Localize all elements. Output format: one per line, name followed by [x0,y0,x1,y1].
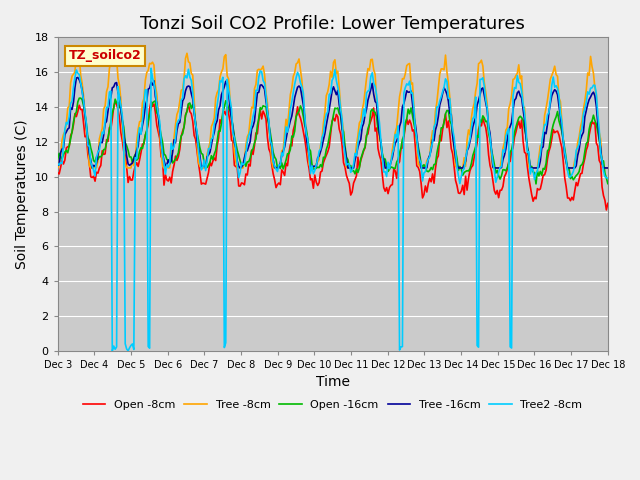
Y-axis label: Soil Temperatures (C): Soil Temperatures (C) [15,119,29,269]
Tree2 -8cm [124,348,132,354]
Tree -16cm [74,74,82,80]
Open -8cm [529,198,537,204]
Open -8cm [604,201,612,206]
Text: TZ_soilco2: TZ_soilco2 [68,49,141,62]
Line: Open -16cm: Open -16cm [58,98,608,184]
Bar [58,107,608,142]
Legend: Open -8cm, Tree -8cm, Open -16cm, Tree -16cm, Tree2 -8cm: Open -8cm, Tree -8cm, Open -16cm, Tree -… [79,396,587,414]
Open -16cm [532,181,540,187]
Open -8cm [90,173,97,179]
Line: Tree2 -8cm: Tree2 -8cm [58,68,608,351]
Open -8cm [111,99,119,105]
Tree2 -8cm [602,175,610,180]
Open -16cm [54,156,61,162]
Line: Tree -16cm: Tree -16cm [58,77,608,168]
Tree -16cm [604,165,612,171]
Bar [58,142,608,177]
Bar [58,246,608,281]
Open -8cm [602,207,610,213]
Open -8cm [72,114,80,120]
Open -16cm [604,181,612,187]
Tree -8cm [529,165,537,171]
Open -8cm [447,145,455,151]
Open -16cm [77,95,84,101]
Tree -16cm [93,160,100,166]
Open -16cm [447,121,455,127]
Open -8cm [54,170,61,176]
Bar [58,316,608,351]
Tree -8cm [72,51,80,57]
Line: Open -8cm: Open -8cm [58,102,608,210]
Bar [58,37,608,72]
Tree2 -8cm [449,127,456,132]
Open -16cm [92,159,99,165]
Open -16cm [602,175,610,181]
Tree2 -8cm [90,168,97,173]
Tree2 -8cm [531,177,538,182]
Line: Tree -8cm: Tree -8cm [58,53,608,168]
X-axis label: Time: Time [316,375,350,389]
Tree -8cm [604,165,612,171]
Bar [58,177,608,212]
Tree2 -8cm [147,65,155,71]
Open -8cm [339,143,346,149]
Tree -16cm [602,165,610,171]
Tree -16cm [72,75,80,81]
Tree -16cm [340,140,348,146]
Tree -16cm [449,133,456,139]
Open -16cm [72,109,80,115]
Tree -8cm [601,165,609,171]
Bar [58,72,608,107]
Tree -8cm [339,118,346,123]
Tree2 -8cm [340,141,348,147]
Tree2 -8cm [604,176,612,181]
Tree2 -8cm [72,67,80,73]
Tree -16cm [54,163,61,168]
Tree -8cm [183,50,191,56]
Open -16cm [339,126,346,132]
Tree -8cm [447,111,455,117]
Title: Tonzi Soil CO2 Profile: Lower Temperatures: Tonzi Soil CO2 Profile: Lower Temperatur… [140,15,525,33]
Open -16cm [529,169,537,175]
Bar [58,212,608,246]
Tree2 -8cm [54,161,61,167]
Open -8cm [601,197,609,203]
Tree -8cm [90,165,97,171]
Tree -16cm [88,165,96,171]
Bar [58,281,608,316]
Tree -16cm [531,165,538,171]
Tree -8cm [54,165,61,171]
